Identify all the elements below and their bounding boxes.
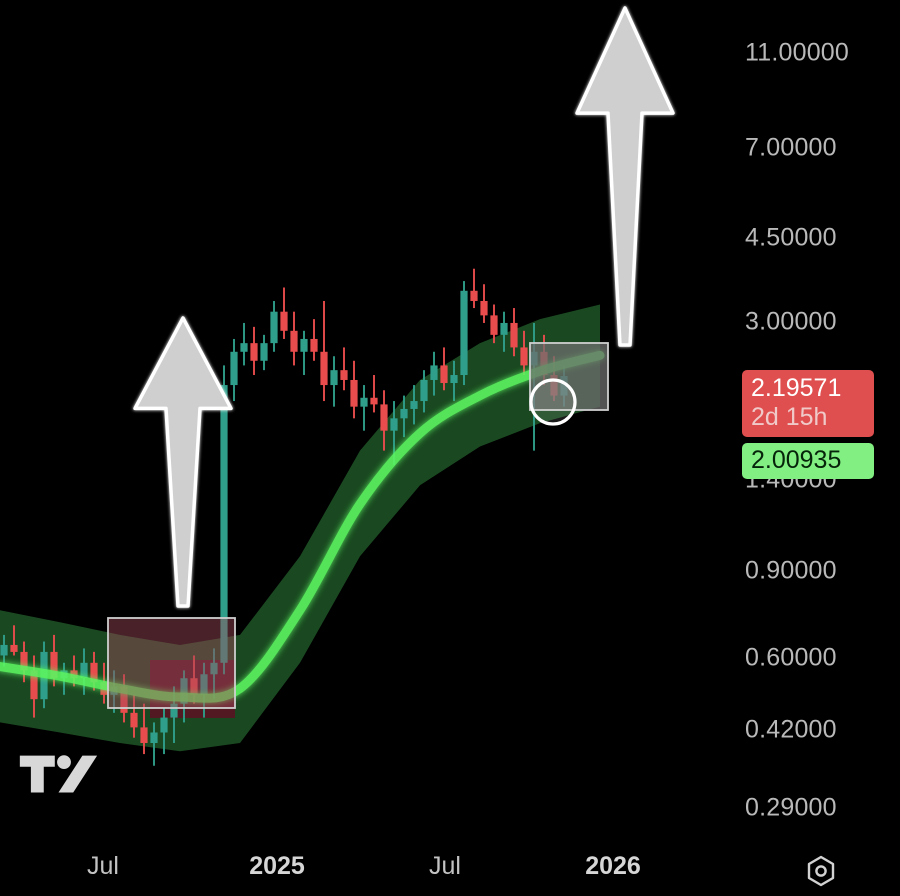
ma-price-badge[interactable]: 2.00935 bbox=[742, 443, 874, 479]
candle-body bbox=[340, 370, 348, 380]
candle-body bbox=[70, 670, 78, 679]
candle-body bbox=[210, 662, 218, 675]
candle-body bbox=[450, 375, 458, 384]
candle-body bbox=[430, 365, 438, 380]
price-tick-2: 4.50000 bbox=[745, 223, 837, 252]
candle-body bbox=[200, 674, 208, 695]
annotation-boxes[interactable] bbox=[107, 342, 609, 709]
candle-body bbox=[20, 651, 28, 671]
tradingview-logo bbox=[19, 755, 98, 793]
candle-body bbox=[460, 290, 468, 376]
measure-box-past[interactable] bbox=[107, 617, 236, 709]
price-marker[interactable] bbox=[529, 378, 577, 426]
candle-body bbox=[80, 662, 88, 679]
candle-body bbox=[360, 397, 368, 407]
last-price-value: 2.19571 bbox=[751, 374, 842, 402]
candle-body bbox=[510, 322, 518, 348]
candle-body bbox=[240, 343, 248, 352]
up-arrow-left[interactable] bbox=[133, 316, 233, 608]
candle-body bbox=[150, 732, 158, 744]
time-tick-0: Jul bbox=[87, 852, 119, 880]
candle-body bbox=[330, 370, 338, 386]
candle-body bbox=[410, 401, 418, 409]
candle-body bbox=[250, 343, 258, 361]
candle-body bbox=[260, 343, 268, 361]
candle-body bbox=[0, 644, 8, 656]
trend-ribbon-midline bbox=[0, 350, 605, 703]
candle-body bbox=[400, 408, 408, 419]
price-tick-6: 0.60000 bbox=[745, 643, 837, 672]
candle-body bbox=[380, 404, 388, 431]
hexagon-settings-icon[interactable] bbox=[804, 854, 838, 888]
candle-body bbox=[300, 338, 308, 352]
bar-countdown: 2d 15h bbox=[751, 403, 828, 431]
time-scale[interactable]: Jul 2025 Jul 2026 bbox=[0, 836, 900, 896]
candle-body bbox=[90, 662, 98, 683]
measure-box-future[interactable] bbox=[529, 342, 609, 411]
candle-body bbox=[470, 290, 478, 301]
candle-body bbox=[290, 330, 298, 352]
price-tick-7: 0.42000 bbox=[745, 715, 837, 744]
price-tick-1: 7.00000 bbox=[745, 133, 837, 162]
price-tick-8: 0.29000 bbox=[745, 793, 837, 822]
candle-body bbox=[10, 644, 18, 652]
candle-body bbox=[130, 712, 138, 728]
up-arrow-right[interactable] bbox=[575, 6, 675, 347]
time-tick-1: 2025 bbox=[249, 852, 305, 880]
candle-body bbox=[500, 322, 508, 335]
candle-body bbox=[370, 397, 378, 405]
candle-body bbox=[480, 300, 488, 316]
price-marker-circle[interactable] bbox=[529, 378, 577, 426]
last-price-badge[interactable]: 2.19571 2d 15h bbox=[742, 370, 874, 437]
candle-body bbox=[160, 717, 168, 733]
candle-body bbox=[520, 347, 528, 366]
candle-body bbox=[120, 686, 128, 713]
candle-body bbox=[280, 311, 288, 331]
candle-body bbox=[420, 379, 428, 402]
candle-body bbox=[50, 651, 58, 679]
candle-body bbox=[310, 338, 318, 352]
candle-body bbox=[180, 678, 188, 704]
time-tick-2: Jul bbox=[429, 852, 461, 880]
ma-price-value: 2.00935 bbox=[751, 446, 842, 474]
ribbon-midline bbox=[0, 350, 605, 703]
candle-body bbox=[220, 385, 228, 663]
price-scale[interactable]: 11.00000 7.00000 4.50000 3.00000 1.40000 0.90… bbox=[720, 0, 900, 836]
candle-body bbox=[140, 727, 148, 744]
candle-body bbox=[230, 351, 238, 386]
candle-body bbox=[440, 365, 448, 384]
candle-body bbox=[490, 315, 498, 335]
candle-body bbox=[270, 311, 278, 344]
time-tick-3: 2026 bbox=[585, 852, 641, 880]
chart-plot-area[interactable] bbox=[0, 0, 720, 836]
chart-canvas bbox=[0, 6, 675, 766]
candle-body bbox=[190, 678, 198, 695]
price-tick-3: 3.00000 bbox=[745, 307, 837, 336]
candle-body bbox=[320, 351, 328, 386]
candle-body bbox=[390, 418, 398, 431]
price-tick-5: 0.90000 bbox=[745, 556, 837, 585]
candle-body bbox=[170, 703, 178, 718]
candle-body bbox=[30, 670, 38, 700]
candle-body bbox=[350, 379, 358, 407]
price-tick-0: 11.00000 bbox=[745, 38, 850, 67]
annotation-arrows[interactable] bbox=[133, 6, 675, 608]
